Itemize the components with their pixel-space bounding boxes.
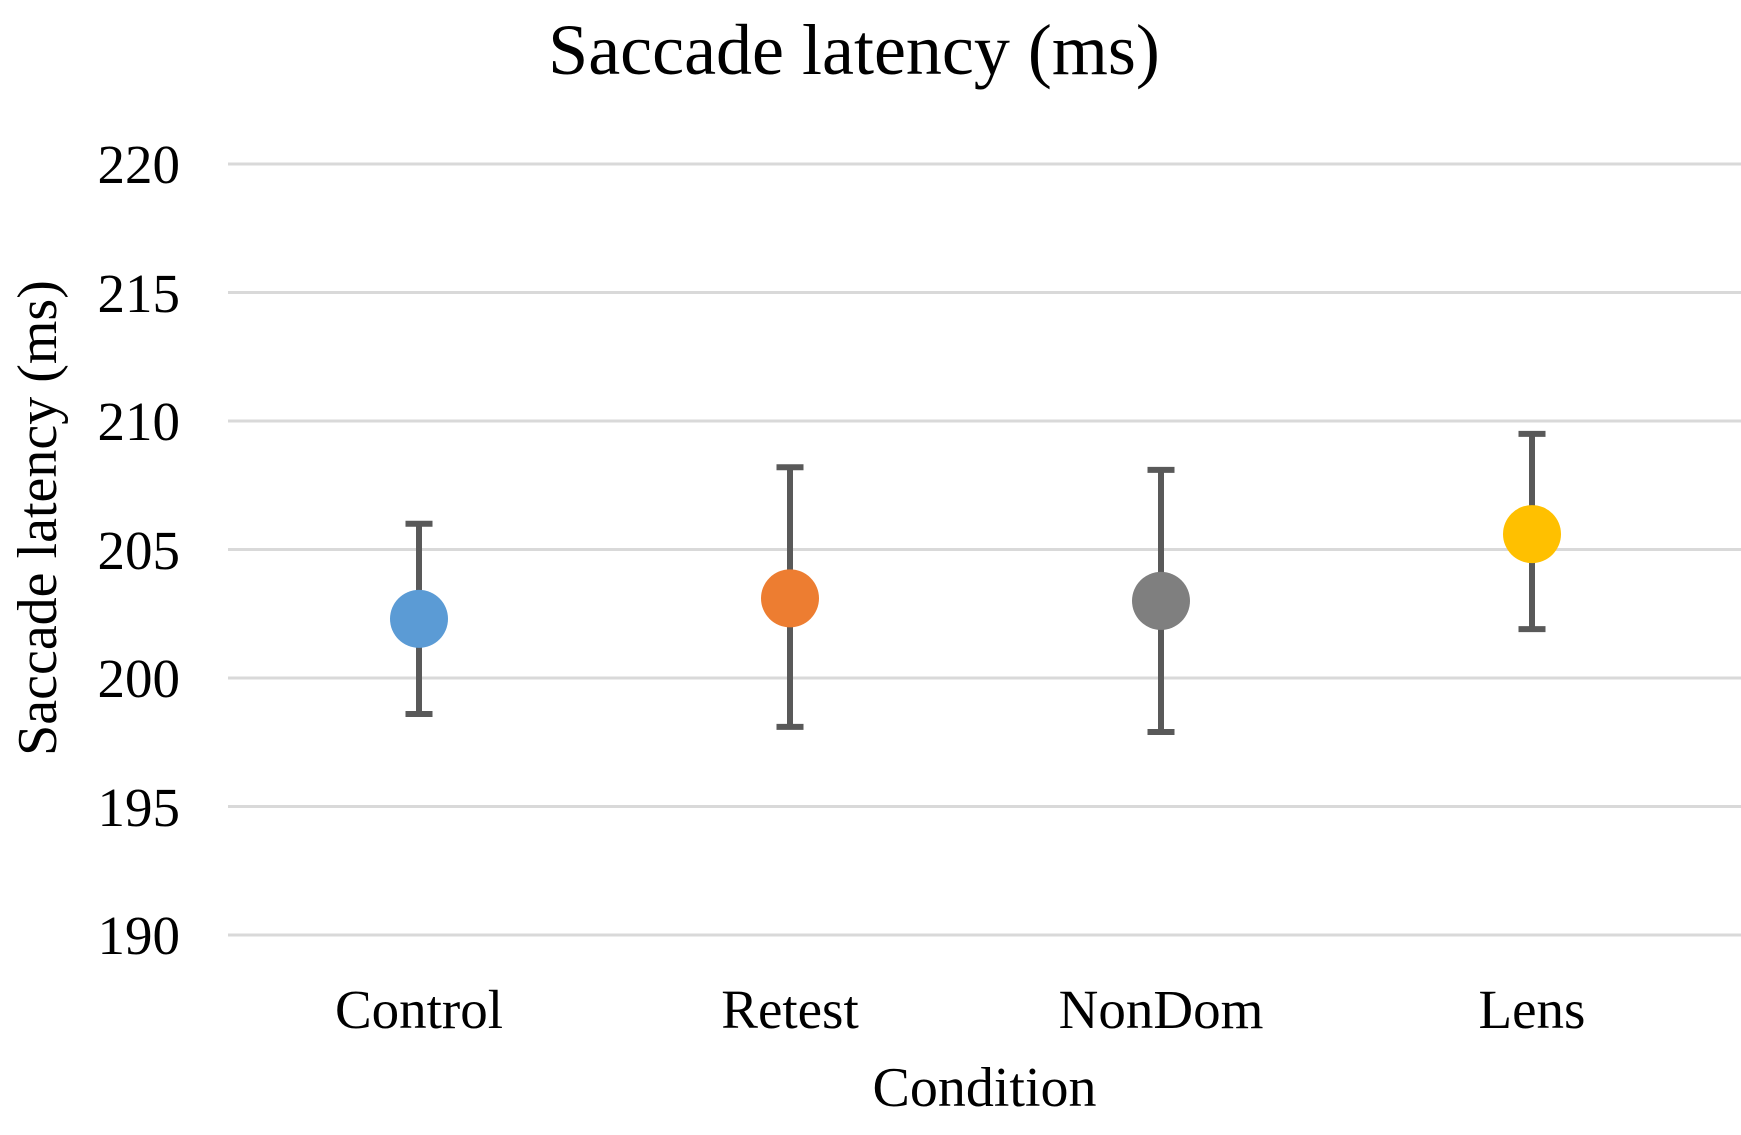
data-point-nondom bbox=[1132, 571, 1190, 630]
data-point-retest bbox=[761, 569, 819, 628]
data-point-control bbox=[390, 589, 448, 648]
y-tick-label-220: 220 bbox=[97, 134, 181, 195]
category-label-retest: Retest bbox=[721, 979, 859, 1040]
y-tick-label-205: 205 bbox=[97, 519, 181, 581]
y-tick-label-195: 195 bbox=[97, 776, 181, 838]
category-label-lens: Lens bbox=[1478, 979, 1586, 1040]
y-tick-label-210: 210 bbox=[97, 391, 181, 452]
category-label-nondom: NonDom bbox=[1058, 979, 1264, 1040]
y-tick-label-190: 190 bbox=[97, 905, 181, 966]
chart-title: Saccade latency (ms) bbox=[548, 10, 1160, 90]
x-axis-title: Condition bbox=[872, 1057, 1097, 1119]
category-label-control: Control bbox=[334, 979, 504, 1040]
data-point-lens bbox=[1503, 505, 1561, 564]
y-tick-label-200: 200 bbox=[97, 648, 181, 709]
y-tick-label-215: 215 bbox=[97, 262, 181, 324]
